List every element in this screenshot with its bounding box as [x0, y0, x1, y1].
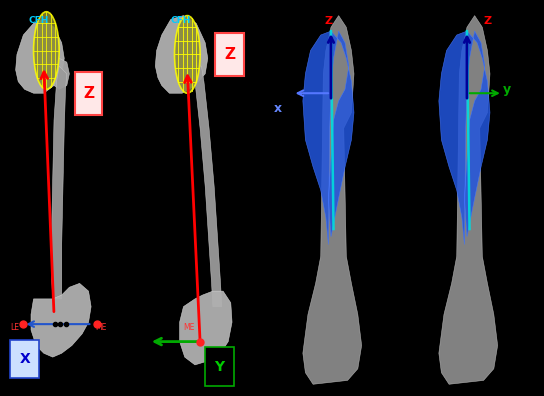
Polygon shape [193, 66, 222, 307]
Text: ME: ME [95, 323, 106, 332]
Text: Y: Y [214, 360, 224, 374]
Polygon shape [303, 15, 362, 384]
FancyBboxPatch shape [205, 347, 234, 386]
Text: Z: Z [324, 15, 332, 26]
Text: x: x [274, 102, 282, 115]
Polygon shape [16, 19, 64, 93]
Text: CFH: CFH [171, 15, 191, 25]
FancyBboxPatch shape [215, 33, 244, 76]
Text: ME: ME [183, 323, 195, 332]
Polygon shape [439, 31, 490, 245]
FancyBboxPatch shape [75, 72, 102, 114]
Text: CFH: CFH [28, 15, 49, 25]
Polygon shape [439, 15, 498, 384]
Polygon shape [54, 58, 70, 89]
Text: X: X [19, 352, 30, 366]
Text: LE: LE [10, 323, 20, 332]
Polygon shape [156, 15, 208, 93]
Circle shape [175, 15, 200, 93]
Text: y: y [503, 83, 511, 96]
Polygon shape [180, 291, 232, 365]
Polygon shape [52, 66, 67, 299]
Text: Z: Z [83, 86, 94, 101]
Polygon shape [303, 31, 354, 245]
Polygon shape [31, 284, 91, 357]
FancyBboxPatch shape [10, 340, 39, 379]
Text: Z: Z [484, 15, 491, 26]
Circle shape [34, 12, 59, 89]
Text: Z: Z [224, 47, 235, 62]
